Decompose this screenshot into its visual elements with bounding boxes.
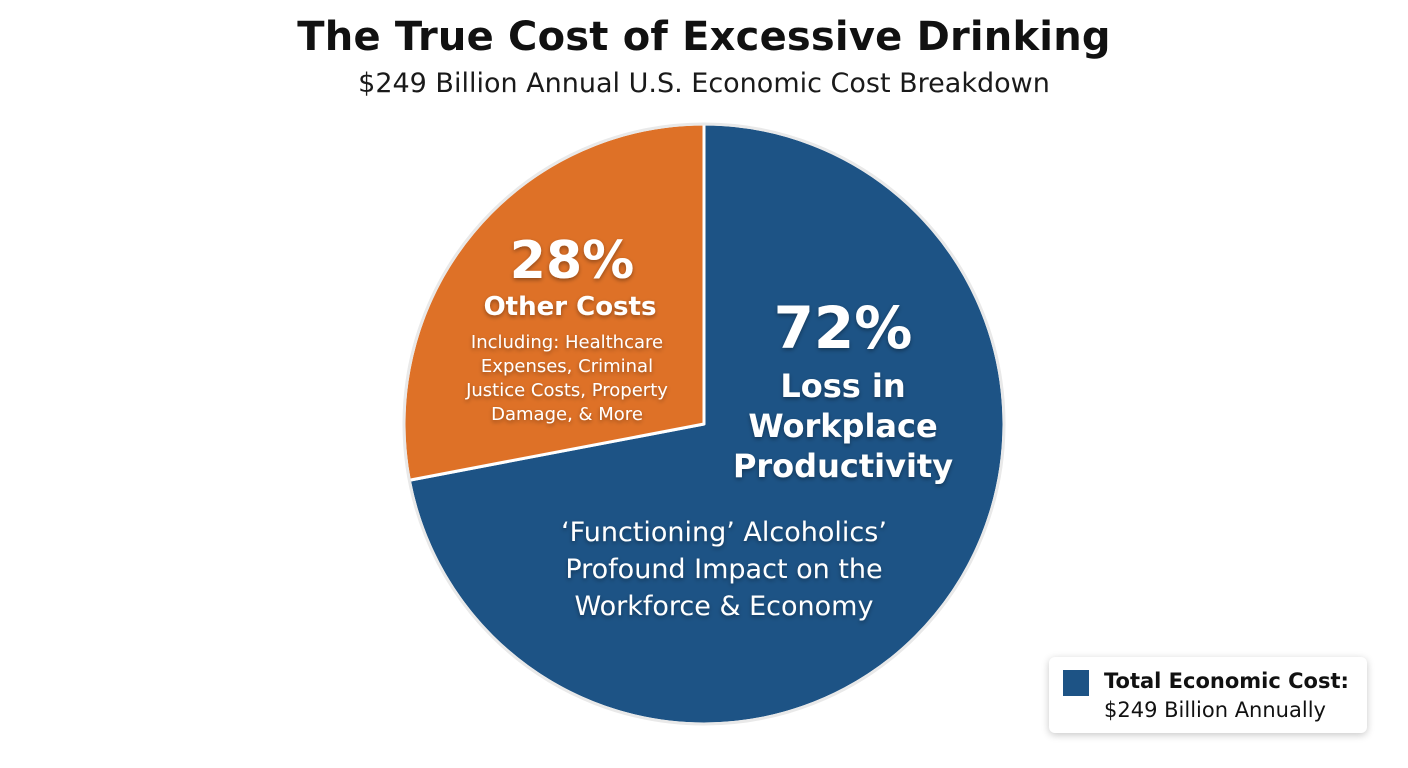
slice-label-productivity-line-3: Productivity [733,447,953,485]
slice-description-productivity-line-3: Workforce & Economy [575,591,874,622]
percent-label-other-costs: 28% [510,231,634,291]
slice-description-productivity-line-2: Profound Impact on the [565,554,882,585]
legend: Total Economic Cost: $249 Billion Annual… [1049,657,1367,733]
legend-total-value: $249 Billion Annually [1104,698,1326,722]
slice-description-productivity-line-1: ‘Functioning’ Alcoholics’ [561,517,887,548]
slice-label-other-costs-line-1: Other Costs [484,292,657,322]
slice-description-other-costs-line-4: Damage, & More [491,404,643,425]
slice-label-productivity-line-2: Workplace [748,407,937,445]
legend-swatch [1063,670,1089,696]
chart-title: The True Cost of Excessive Drinking [297,14,1111,60]
chart-subtitle: $249 Billion Annual U.S. Economic Cost B… [358,68,1050,99]
slice-description-other-costs-line-1: Including: Healthcare [471,332,663,353]
legend-total-label: Total Economic Cost: [1104,669,1349,693]
slice-description-other-costs-line-3: Justice Costs, Property [465,380,668,401]
percent-label-productivity: 72% [774,294,913,362]
slice-description-other-costs-line-2: Expenses, Criminal [481,356,653,377]
pie-outline [402,122,1006,726]
slice-label-productivity-line-1: Loss in [780,367,905,405]
